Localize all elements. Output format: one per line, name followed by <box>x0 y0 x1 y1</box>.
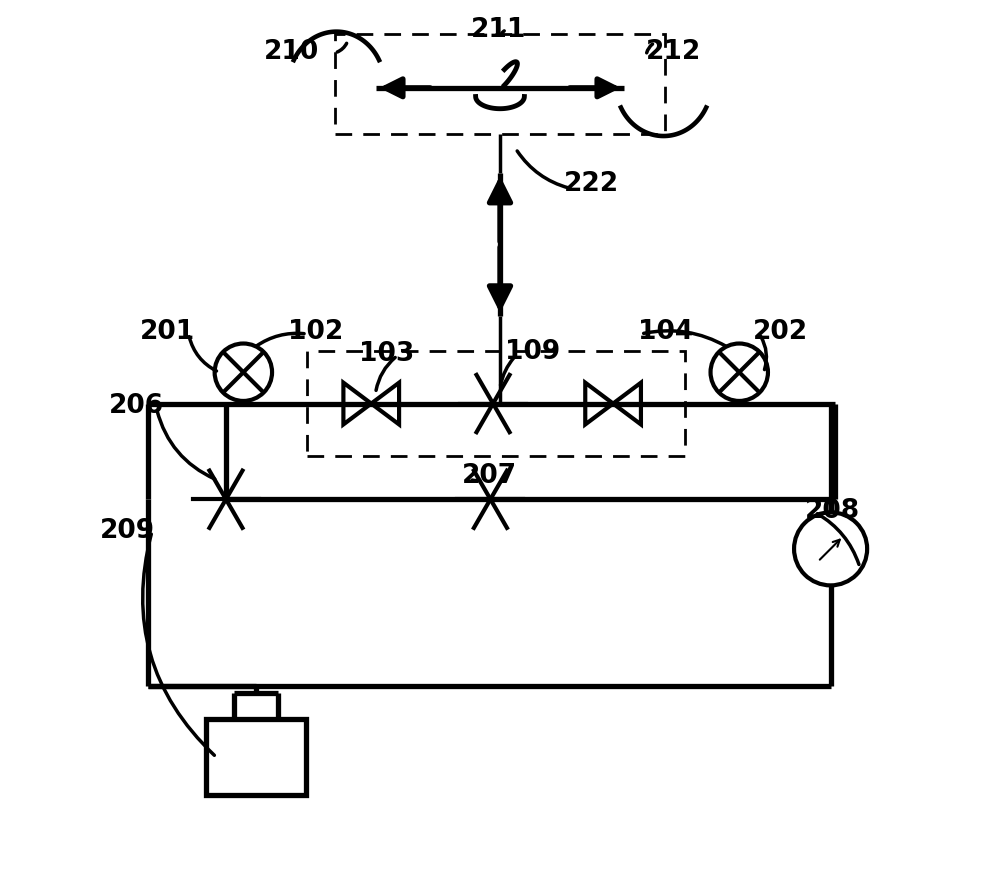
Text: 202: 202 <box>753 319 808 345</box>
Text: 104: 104 <box>638 319 693 345</box>
Text: 102: 102 <box>288 319 343 345</box>
Text: 109: 109 <box>505 339 561 365</box>
Text: 211: 211 <box>471 17 526 43</box>
Text: 222: 222 <box>564 171 619 197</box>
Bar <box>335 35 665 135</box>
Text: 207: 207 <box>462 462 517 488</box>
Bar <box>307 352 685 456</box>
Text: 103: 103 <box>359 341 415 367</box>
Text: 212: 212 <box>646 39 702 65</box>
Bar <box>206 720 306 795</box>
Text: 209: 209 <box>100 517 155 543</box>
Text: 206: 206 <box>109 393 164 419</box>
Text: 201: 201 <box>140 319 195 345</box>
Text: 210: 210 <box>264 39 319 65</box>
Text: 208: 208 <box>805 497 860 523</box>
